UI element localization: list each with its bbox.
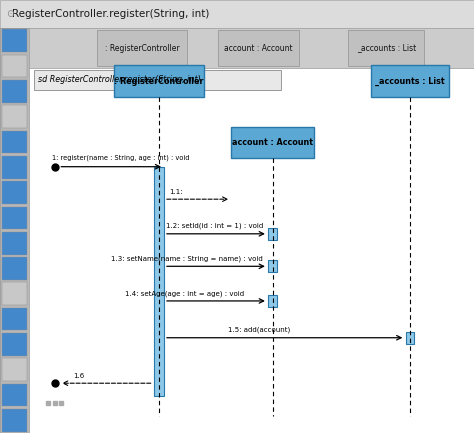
- FancyBboxPatch shape: [2, 308, 27, 330]
- FancyBboxPatch shape: [29, 28, 474, 68]
- FancyBboxPatch shape: [2, 359, 27, 381]
- Text: 1.5: add(account): 1.5: add(account): [228, 327, 290, 333]
- Text: 1.3: setName(name : String = name) : void: 1.3: setName(name : String = name) : voi…: [111, 255, 263, 262]
- FancyBboxPatch shape: [114, 65, 204, 97]
- FancyBboxPatch shape: [0, 28, 29, 433]
- FancyBboxPatch shape: [406, 332, 414, 344]
- FancyBboxPatch shape: [2, 282, 27, 305]
- Text: 1.2: setId(id : int = 1) : void: 1.2: setId(id : int = 1) : void: [166, 223, 264, 229]
- FancyBboxPatch shape: [231, 127, 314, 158]
- FancyBboxPatch shape: [268, 295, 277, 307]
- FancyBboxPatch shape: [2, 384, 27, 407]
- FancyBboxPatch shape: [2, 409, 27, 432]
- FancyBboxPatch shape: [0, 0, 474, 28]
- Text: RegisterController.register(String, int): RegisterController.register(String, int): [12, 9, 209, 19]
- FancyBboxPatch shape: [2, 207, 27, 229]
- Text: : RegisterController: : RegisterController: [105, 44, 180, 52]
- Text: _accounts : List: _accounts : List: [356, 44, 416, 52]
- FancyBboxPatch shape: [154, 167, 164, 396]
- FancyBboxPatch shape: [2, 257, 27, 280]
- FancyBboxPatch shape: [34, 70, 281, 90]
- FancyBboxPatch shape: [2, 333, 27, 356]
- FancyBboxPatch shape: [2, 80, 27, 103]
- Text: 1.6: 1.6: [73, 373, 85, 379]
- FancyBboxPatch shape: [268, 260, 277, 272]
- Text: 1.4: setAge(age : int = age) : void: 1.4: setAge(age : int = age) : void: [125, 290, 244, 297]
- FancyBboxPatch shape: [371, 65, 449, 97]
- Text: 1.1:: 1.1:: [169, 189, 182, 195]
- FancyBboxPatch shape: [97, 30, 187, 66]
- Text: : RegisterController: : RegisterController: [114, 77, 203, 86]
- FancyBboxPatch shape: [268, 228, 277, 240]
- FancyBboxPatch shape: [218, 30, 299, 66]
- Text: 1: register(name : String, age : int) : void: 1: register(name : String, age : int) : …: [52, 155, 190, 161]
- FancyBboxPatch shape: [2, 232, 27, 255]
- Text: account : Account: account : Account: [232, 138, 313, 147]
- FancyBboxPatch shape: [2, 156, 27, 179]
- FancyBboxPatch shape: [2, 131, 27, 153]
- FancyBboxPatch shape: [348, 30, 424, 66]
- FancyBboxPatch shape: [2, 181, 27, 204]
- FancyBboxPatch shape: [2, 29, 27, 52]
- FancyBboxPatch shape: [29, 68, 474, 433]
- Text: account : Account: account : Account: [224, 44, 292, 52]
- FancyBboxPatch shape: [2, 55, 27, 78]
- Text: sd RegisterController.register(String, int): sd RegisterController.register(String, i…: [38, 75, 201, 84]
- FancyBboxPatch shape: [2, 105, 27, 128]
- Text: _accounts : List: _accounts : List: [375, 77, 445, 86]
- Text: ⊙: ⊙: [6, 9, 14, 19]
